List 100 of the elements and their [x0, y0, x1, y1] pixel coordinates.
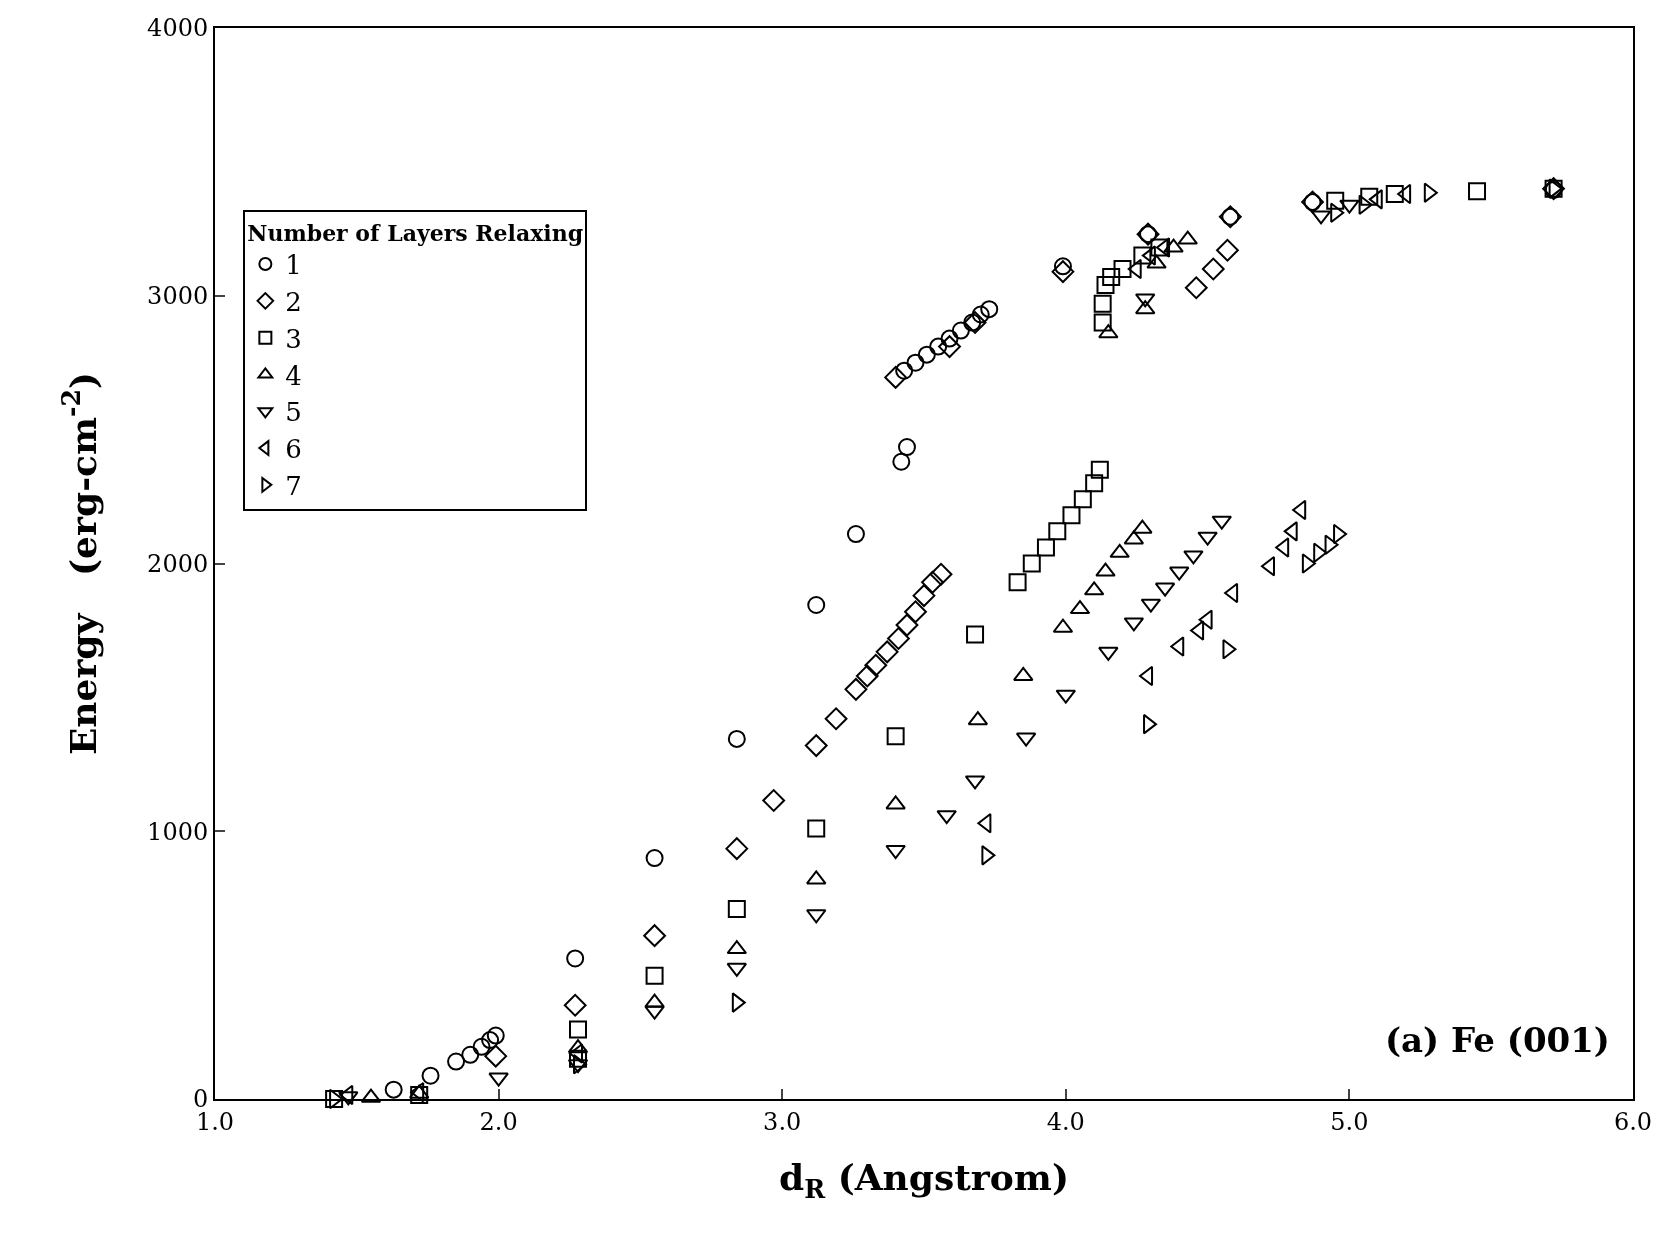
point	[1093, 313, 1112, 332]
point	[563, 993, 587, 1017]
point	[1062, 506, 1081, 525]
point	[887, 627, 910, 650]
point	[807, 819, 826, 838]
point	[1326, 191, 1345, 210]
legend-title: Number of Layers Relaxing	[247, 219, 584, 246]
point	[938, 335, 961, 359]
point	[844, 677, 868, 701]
point	[421, 1066, 440, 1085]
point	[912, 584, 936, 608]
x-tick-label: 5.0	[1330, 1107, 1369, 1136]
point	[917, 345, 936, 364]
point	[569, 1049, 588, 1068]
x-tick-label: 2.0	[479, 1107, 518, 1136]
point	[1170, 636, 1185, 657]
y-tick-label: 3000	[147, 282, 209, 311]
point	[1150, 238, 1169, 257]
legend-label: 6	[285, 434, 302, 465]
x-tick-label: 1.0	[195, 1107, 235, 1136]
point	[1102, 268, 1121, 287]
point	[951, 321, 970, 340]
point	[1090, 460, 1109, 479]
point	[1301, 553, 1316, 574]
point	[1275, 537, 1290, 558]
point	[643, 924, 666, 948]
legend-label: 7	[285, 471, 302, 502]
point	[645, 966, 664, 985]
point	[484, 1044, 508, 1068]
point	[644, 1005, 665, 1020]
point	[963, 311, 987, 334]
point	[1169, 566, 1190, 581]
point	[929, 562, 953, 586]
point	[447, 1052, 466, 1071]
point	[1051, 260, 1075, 284]
point	[1339, 199, 1360, 214]
point	[1360, 187, 1379, 206]
point	[727, 729, 746, 748]
legend-label: 3	[285, 323, 302, 354]
point	[1358, 194, 1373, 215]
point	[895, 613, 919, 637]
point	[886, 727, 905, 746]
point	[1085, 474, 1104, 493]
point	[1093, 294, 1112, 313]
point	[1022, 554, 1041, 573]
legend-label: 5	[285, 397, 302, 428]
point	[384, 1080, 403, 1099]
point	[1113, 259, 1132, 278]
point	[897, 438, 916, 457]
legend-label: 4	[285, 360, 302, 391]
x-tick-label: 3.0	[763, 1107, 802, 1136]
y-tick-label: 1000	[147, 817, 209, 846]
point	[569, 1020, 588, 1039]
point	[885, 844, 906, 859]
point	[875, 640, 899, 664]
point	[569, 1043, 584, 1064]
point	[1184, 276, 1208, 300]
point	[892, 452, 911, 471]
point	[980, 300, 999, 319]
point	[1216, 238, 1239, 262]
point	[884, 366, 908, 389]
point	[904, 600, 927, 624]
point	[1008, 573, 1027, 592]
point	[488, 1072, 509, 1087]
point	[731, 992, 746, 1013]
point	[1096, 276, 1115, 295]
y-tick-label: 4000	[147, 14, 209, 43]
y-tick-label: 2000	[147, 549, 209, 578]
x-tick-label: 4.0	[1046, 1107, 1085, 1136]
point	[1133, 246, 1152, 265]
point	[481, 1031, 500, 1050]
point	[486, 1026, 505, 1045]
point	[1073, 490, 1092, 509]
point	[1197, 531, 1218, 546]
point	[855, 664, 879, 688]
x-axis-title: d$_{R}$ (Angstrom)	[779, 1156, 1069, 1204]
point	[1324, 534, 1339, 555]
point	[1423, 182, 1438, 203]
point	[1183, 550, 1204, 565]
point	[921, 570, 944, 594]
point	[1201, 257, 1225, 281]
annotation: (a) Fe (001)	[1385, 1020, 1610, 1060]
point	[1098, 324, 1119, 339]
point	[1385, 185, 1404, 204]
point	[906, 353, 925, 372]
point	[1098, 646, 1119, 661]
point	[1190, 620, 1205, 641]
point	[824, 707, 848, 731]
legend-label: 1	[285, 250, 302, 281]
point	[645, 849, 664, 868]
x-tick-label: 6.0	[1613, 1107, 1653, 1136]
point	[325, 1090, 344, 1108]
point	[566, 949, 585, 968]
point	[1468, 182, 1487, 201]
point	[929, 337, 948, 356]
point	[472, 1037, 491, 1056]
legend-label: 2	[285, 287, 302, 318]
point	[461, 1045, 480, 1064]
point	[864, 653, 888, 677]
point	[725, 837, 749, 861]
